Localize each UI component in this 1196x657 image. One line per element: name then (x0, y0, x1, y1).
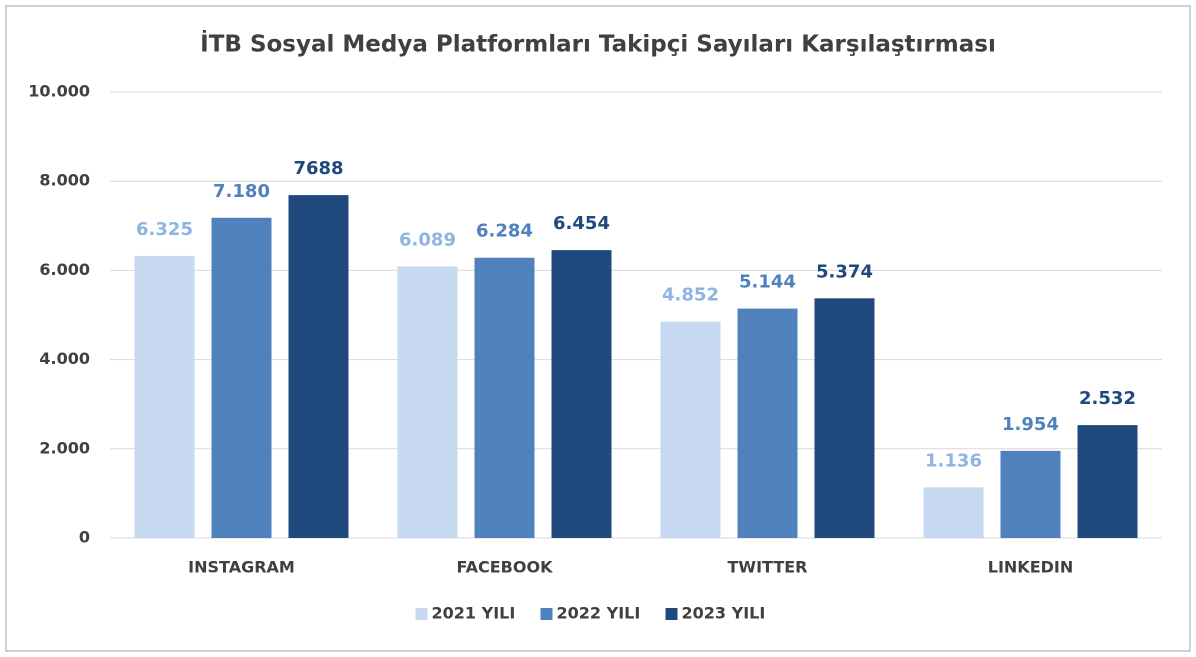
bar (923, 487, 984, 538)
data-label: 6.284 (476, 221, 533, 242)
legend-label: 2021 YILI (432, 604, 516, 623)
legend-swatch (665, 608, 678, 620)
chart-title: İTB Sosyal Medya Platformları Takipçi Sa… (200, 30, 996, 58)
legend-label: 2022 YILI (557, 604, 641, 623)
x-tick-label: LINKEDIN (988, 558, 1074, 577)
data-label: 4.852 (662, 285, 719, 306)
y-tick-label: 2.000 (39, 438, 90, 457)
y-tick-label: 10.000 (28, 82, 90, 101)
bar (814, 298, 875, 538)
data-label: 6.089 (399, 229, 456, 250)
data-label: 5.374 (816, 261, 873, 282)
data-label: 2.532 (1079, 388, 1136, 409)
bar (737, 308, 798, 538)
data-label: 7688 (293, 158, 343, 179)
bar (211, 217, 272, 538)
bar (551, 250, 612, 538)
bar (288, 195, 349, 538)
y-tick-label: 0 (79, 528, 90, 547)
bar (1000, 450, 1061, 538)
data-label: 1.136 (925, 450, 982, 471)
data-label: 5.144 (739, 272, 796, 293)
bar (134, 255, 195, 538)
bar (1077, 425, 1138, 538)
bar (397, 266, 458, 538)
x-tick-label: FACEBOOK (457, 558, 554, 577)
bar (660, 321, 721, 538)
legend-label: 2023 YILI (682, 604, 766, 623)
y-tick-label: 8.000 (39, 171, 90, 190)
bar (474, 257, 535, 538)
legend-swatch (540, 608, 553, 620)
data-label: 1.954 (1002, 414, 1059, 435)
legend-swatch (415, 608, 428, 620)
y-tick-label: 4.000 (39, 349, 90, 368)
x-tick-label: INSTAGRAM (188, 558, 295, 577)
data-label: 6.454 (553, 213, 610, 234)
x-tick-label: TWITTER (728, 558, 808, 577)
data-label: 7.180 (213, 181, 270, 202)
y-tick-label: 6.000 (39, 260, 90, 279)
data-label: 6.325 (136, 219, 193, 240)
